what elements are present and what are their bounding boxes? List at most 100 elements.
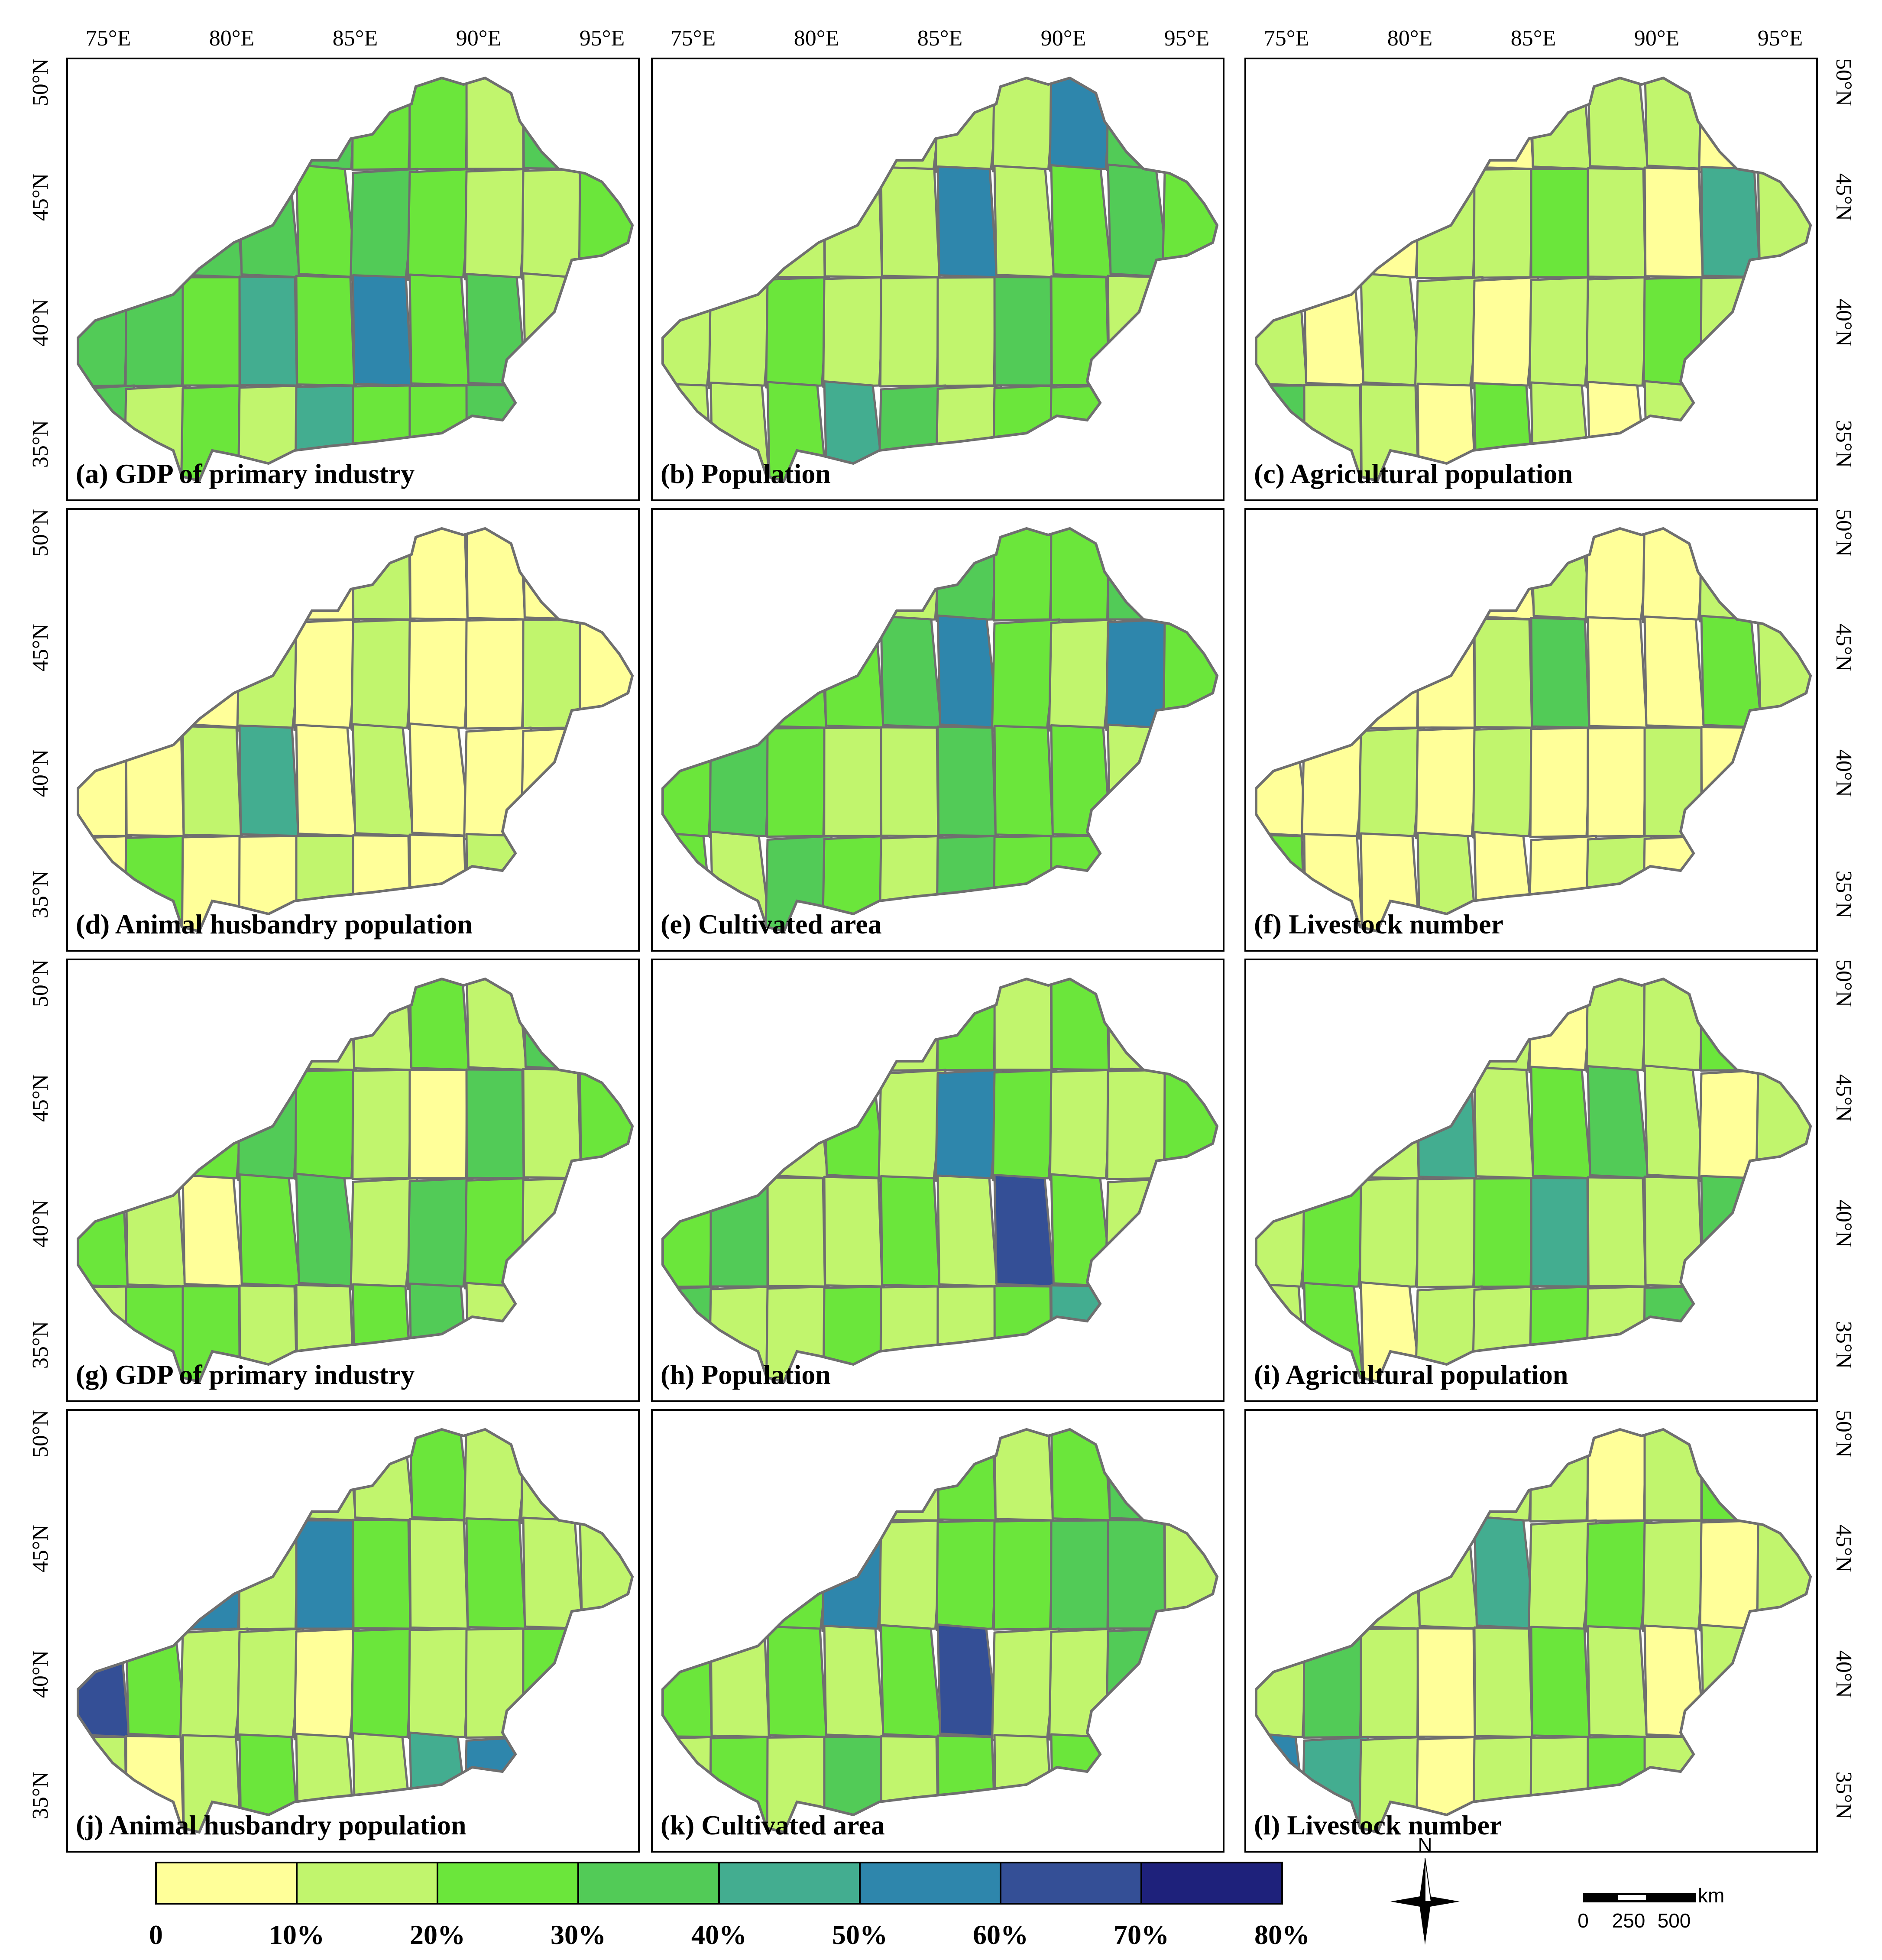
- district-area: [991, 78, 1058, 172]
- lat-tick-label: 50°N: [1831, 1410, 1856, 1458]
- lon-tick-label: 95°E: [1758, 26, 1803, 51]
- district-area: [936, 726, 997, 837]
- lon-tick-label: 95°E: [580, 26, 625, 51]
- panel-caption: (d) Animal husbandry population: [76, 909, 473, 940]
- district-area: [880, 166, 941, 279]
- district-area: [1586, 726, 1647, 838]
- map-panel: (j) Animal husbandry population: [66, 1409, 640, 1853]
- scale-tick-label: 500: [1658, 1909, 1691, 1932]
- district-area: [823, 1625, 885, 1738]
- district-area: [1050, 164, 1113, 279]
- lat-tick-label: 50°N: [28, 1410, 53, 1458]
- district-area: [1587, 616, 1648, 729]
- lon-tick-label: 85°E: [333, 26, 378, 51]
- panel-caption: (h) Population: [661, 1359, 831, 1390]
- lat-tick-label: 35°N: [28, 1772, 53, 1819]
- lon-tick-label: 85°E: [1511, 26, 1556, 51]
- district-area: [879, 276, 941, 388]
- district-area: [407, 168, 474, 281]
- lat-tick-label: 45°N: [28, 173, 53, 221]
- lon-tick-label: 80°E: [209, 26, 255, 51]
- map-panel: (f) Livestock number: [1244, 508, 1818, 952]
- district-area: [880, 1175, 941, 1288]
- panel-caption: (e) Cultivated area: [661, 909, 882, 940]
- district-area: [293, 618, 360, 732]
- lat-tick-label: 45°N: [1831, 1074, 1856, 1122]
- lat-tick-label: 35°N: [1831, 1321, 1856, 1369]
- lat-tick-label: 35°N: [1831, 420, 1856, 468]
- district-area: [1587, 1065, 1649, 1179]
- district-area: [1473, 168, 1534, 279]
- district-area: [1584, 1519, 1653, 1633]
- lon-tick-label: 80°E: [794, 26, 839, 51]
- lon-tick-label: 95°E: [1164, 26, 1210, 51]
- district-area: [1530, 1626, 1591, 1738]
- lon-tick-label: 80°E: [1387, 26, 1433, 51]
- district-area: [936, 276, 997, 387]
- lat-tick-label: 40°N: [28, 1650, 53, 1698]
- district-area: [1358, 726, 1425, 840]
- district-area: [936, 165, 998, 279]
- panel-caption: (j) Animal husbandry population: [76, 1810, 466, 1840]
- legend-label: 70%: [1114, 1919, 1169, 1950]
- lat-tick-label: 35°N: [1831, 1772, 1856, 1819]
- district-area: [352, 274, 413, 387]
- lat-tick-label: 50°N: [1831, 509, 1856, 557]
- district-area: [294, 1069, 357, 1181]
- district-area: [1530, 617, 1590, 729]
- map-panel: (c) Agricultural population: [1244, 58, 1818, 501]
- district-area: [878, 1519, 944, 1632]
- lon-tick-label: 75°E: [1264, 26, 1309, 51]
- district-area: [238, 1173, 301, 1288]
- lat-tick-label: 40°N: [1831, 1650, 1856, 1698]
- district-area: [181, 1174, 244, 1288]
- district-area: [293, 1627, 360, 1740]
- lat-tick-label: 35°N: [28, 420, 53, 468]
- legend-label: 10%: [269, 1919, 324, 1950]
- district-area: [1360, 1627, 1419, 1738]
- panel-caption: (l) Livestock number: [1254, 1810, 1502, 1840]
- lon-tick-label: 90°E: [1634, 26, 1680, 51]
- map-panel: (k) Cultivated area: [651, 1409, 1224, 1853]
- map-panel: (l) Livestock number: [1244, 1409, 1818, 1853]
- legend-label: 0: [149, 1919, 163, 1950]
- district-area: [822, 276, 886, 388]
- legend-swatch: [1000, 1862, 1142, 1905]
- lat-tick-label: 40°N: [1831, 299, 1856, 347]
- district-area: [880, 1624, 943, 1738]
- district-area: [408, 1627, 471, 1740]
- legend-label: 30%: [551, 1919, 606, 1950]
- district-area: [766, 1176, 826, 1288]
- district-area: [295, 275, 356, 387]
- scale-bar: km 0 250 500: [1578, 1884, 1724, 1932]
- legend-label: 80%: [1254, 1919, 1310, 1950]
- district-area: [238, 724, 300, 837]
- district-area: [1416, 1177, 1478, 1289]
- district-area: [236, 1627, 304, 1741]
- district-area: [295, 1519, 354, 1630]
- district-area: [880, 615, 942, 729]
- district-area: [1416, 1627, 1476, 1738]
- district-area: [1473, 1626, 1533, 1738]
- district-area: [991, 1069, 1058, 1182]
- map-panel: (h) Population: [651, 959, 1224, 1402]
- lon-tick-label: 90°E: [456, 26, 502, 51]
- scale-unit: km: [1698, 1884, 1724, 1907]
- district-area: [1587, 167, 1646, 279]
- lat-tick-label: 45°N: [1831, 1525, 1856, 1572]
- district-area: [1643, 166, 1704, 279]
- lon-tick-label: 90°E: [1041, 26, 1086, 51]
- lon-tick-label: 75°E: [86, 26, 131, 51]
- panel-caption: (f) Livestock number: [1254, 909, 1503, 940]
- district-area: [1415, 726, 1481, 839]
- legend-swatch: [577, 1862, 720, 1905]
- legend-label: 60%: [973, 1919, 1028, 1950]
- district-area: [1472, 726, 1536, 839]
- lon-tick-label: 85°E: [917, 26, 963, 51]
- lat-tick-label: 50°N: [28, 959, 53, 1007]
- lat-tick-label: 50°N: [1831, 58, 1856, 106]
- legend-label: 20%: [410, 1919, 465, 1950]
- district-area: [766, 1625, 828, 1738]
- district-area: [1530, 1177, 1589, 1288]
